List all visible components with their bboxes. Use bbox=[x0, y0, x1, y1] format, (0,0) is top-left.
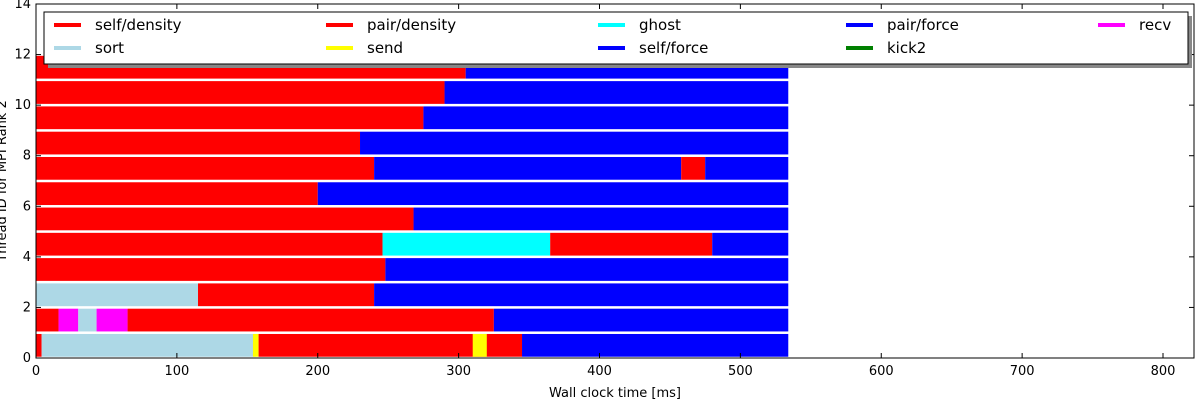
x-tick-label: 0 bbox=[32, 364, 40, 379]
thread-lane-4 bbox=[36, 232, 789, 256]
ticks-layer: 0 100 200 300 400 500 600 700 800 0 2 4 6 8 10 12 14 bbox=[14, 0, 1194, 379]
x-tick-label: 500 bbox=[728, 364, 753, 379]
legend-label: pair/density bbox=[367, 16, 456, 34]
task-segment bbox=[382, 232, 551, 256]
legend-label: self/density bbox=[95, 16, 182, 34]
task-segment bbox=[36, 81, 445, 104]
thread-lane-5 bbox=[36, 207, 789, 231]
y-tick-label: 0 bbox=[23, 351, 31, 366]
task-segment bbox=[550, 232, 713, 256]
legend-label: ghost bbox=[639, 16, 681, 34]
y-tick-label: 6 bbox=[23, 199, 31, 214]
task-segment bbox=[423, 106, 789, 130]
y-tick-label: 8 bbox=[23, 149, 31, 164]
x-tick-label: 400 bbox=[587, 364, 612, 379]
thread-lane-8 bbox=[36, 131, 789, 155]
x-tick-label: 100 bbox=[164, 364, 189, 379]
legend-label: sort bbox=[95, 39, 124, 57]
task-segment bbox=[385, 258, 789, 281]
x-axis-label: Wall clock time [ms] bbox=[549, 386, 681, 400]
x-tick-label: 700 bbox=[1010, 364, 1035, 379]
task-segment bbox=[36, 308, 59, 332]
thread-lane-2 bbox=[36, 283, 789, 307]
lanes-layer bbox=[36, 55, 789, 357]
legend-label: send bbox=[367, 39, 403, 57]
thread-lane-6 bbox=[36, 182, 789, 206]
y-tick-label: 14 bbox=[14, 0, 31, 12]
thread-lane-7 bbox=[36, 156, 789, 180]
x-tick-label: 800 bbox=[1151, 364, 1176, 379]
x-tick-label: 600 bbox=[869, 364, 894, 379]
y-axis-label: Thread ID for MPI Rank 2 bbox=[0, 100, 10, 262]
legend-label: recv bbox=[1139, 16, 1171, 34]
task-segment bbox=[36, 182, 318, 206]
task-segment bbox=[58, 308, 79, 332]
y-tick-label: 4 bbox=[23, 250, 31, 265]
y-tick-label: 10 bbox=[14, 98, 31, 113]
task-segment bbox=[198, 283, 375, 307]
task-segment bbox=[493, 308, 789, 332]
task-segment bbox=[317, 182, 789, 206]
task-segment bbox=[252, 333, 259, 357]
legend: self/density sort pair/density send ghost sel… bbox=[43, 11, 1192, 68]
task-segment bbox=[78, 308, 97, 332]
thread-lane-10 bbox=[36, 81, 789, 104]
task-segment bbox=[705, 156, 789, 180]
task-segment bbox=[36, 258, 386, 281]
x-tick-label: 300 bbox=[446, 364, 471, 379]
task-segment bbox=[96, 308, 128, 332]
task-segment bbox=[36, 283, 199, 307]
task-segment bbox=[127, 308, 494, 332]
y-tick-label: 12 bbox=[14, 48, 31, 63]
task-segment bbox=[258, 333, 523, 357]
task-segment bbox=[444, 81, 789, 104]
thread-lane-9 bbox=[36, 106, 789, 130]
legend-label: pair/force bbox=[887, 16, 959, 34]
task-segment bbox=[472, 333, 487, 357]
thread-lane-3 bbox=[36, 258, 789, 281]
legend-label: self/force bbox=[639, 39, 708, 57]
task-segment bbox=[413, 207, 789, 231]
task-segment bbox=[36, 156, 375, 180]
legend-label: kick2 bbox=[887, 39, 926, 57]
task-segment bbox=[374, 156, 682, 180]
legend-box bbox=[43, 11, 1189, 65]
plot-frame bbox=[35, 3, 1195, 359]
task-segment bbox=[360, 131, 789, 155]
task-segment bbox=[36, 232, 383, 256]
y-tick-label: 2 bbox=[23, 300, 31, 315]
task-segment bbox=[41, 333, 256, 357]
thread-lane-0 bbox=[36, 333, 789, 357]
task-segment bbox=[681, 156, 706, 180]
task-segment bbox=[36, 333, 42, 357]
task-segment bbox=[522, 333, 789, 357]
task-segment bbox=[36, 207, 414, 231]
task-segment bbox=[36, 131, 361, 155]
task-segment bbox=[36, 106, 424, 130]
task-segment bbox=[374, 283, 789, 307]
thread-lane-1 bbox=[36, 308, 789, 332]
x-tick-label: 200 bbox=[305, 364, 330, 379]
task-segment bbox=[712, 232, 789, 256]
